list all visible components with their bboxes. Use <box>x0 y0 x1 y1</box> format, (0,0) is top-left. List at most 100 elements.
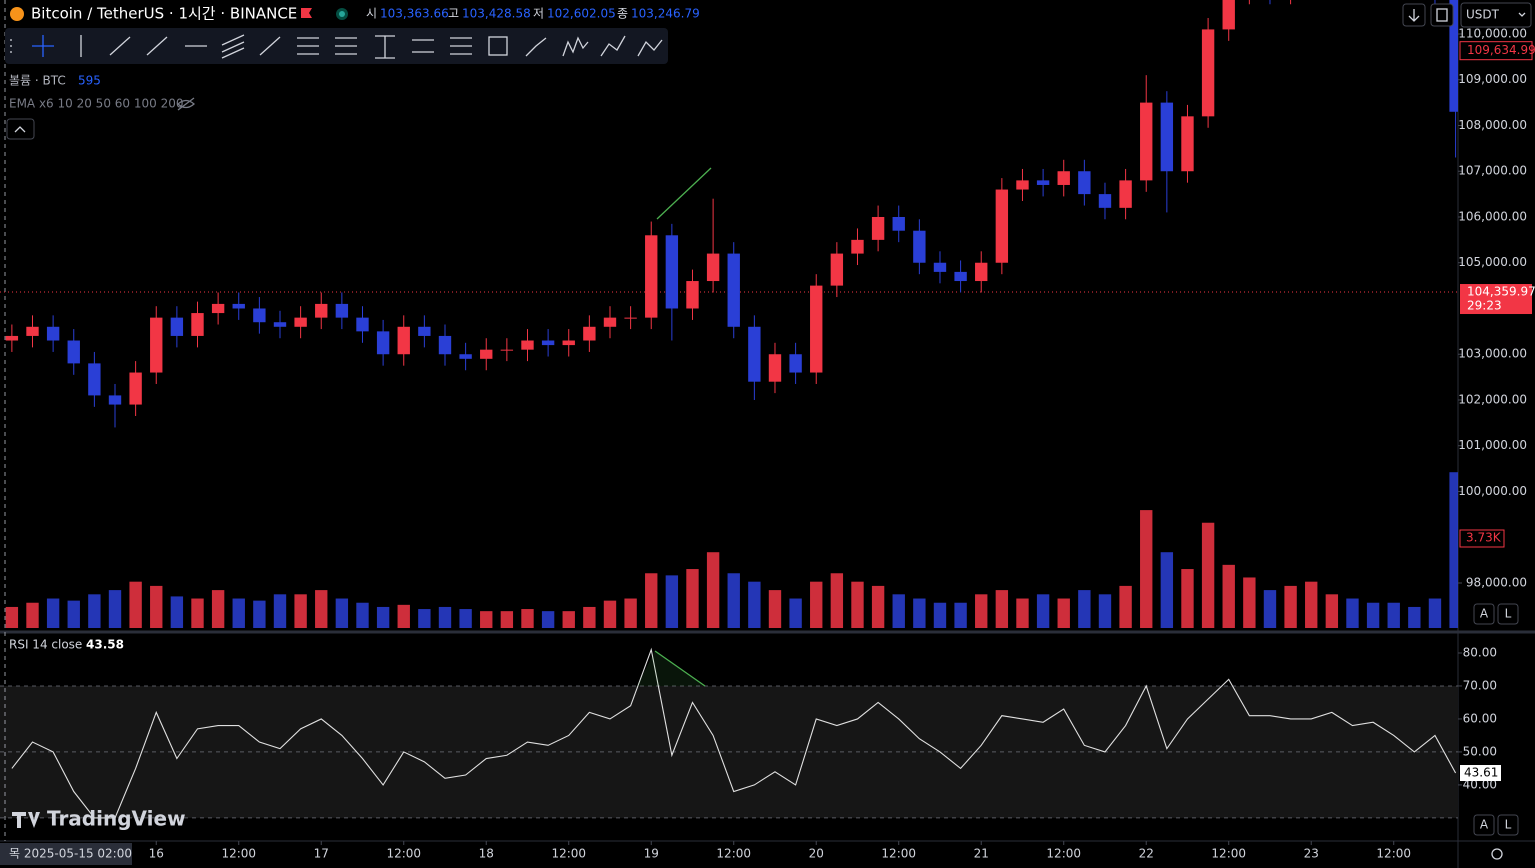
log-button[interactable] <box>1497 814 1519 836</box>
channel-tool[interactable] <box>221 34 245 59</box>
candle-body <box>706 253 720 282</box>
candle-body <box>727 253 740 327</box>
last-price-label: 104,359.97 <box>1467 285 1535 299</box>
brush-tool[interactable] <box>525 37 547 57</box>
candle-body <box>789 354 802 373</box>
candle-body <box>500 349 514 351</box>
volume-bar <box>273 594 287 628</box>
crosshair-tool[interactable] <box>32 35 54 57</box>
gann-tool[interactable] <box>450 37 472 55</box>
currency-button[interactable] <box>1460 2 1532 28</box>
volume-bar <box>665 575 679 628</box>
volume-bar <box>108 590 122 628</box>
x-tick-label: 12:00 <box>386 847 421 861</box>
candle-body <box>583 326 596 341</box>
hide-icon[interactable] <box>177 97 195 111</box>
abcd-tool[interactable] <box>637 39 663 57</box>
volume-bar <box>253 600 266 628</box>
ohlc-name: 종 <box>617 7 628 21</box>
settings-icon[interactable] <box>1491 848 1503 860</box>
candle-body <box>418 326 431 336</box>
candle-body <box>975 262 988 282</box>
volume-bar <box>1098 594 1112 628</box>
y-tick-label: 100,000.00 <box>1458 484 1527 498</box>
crosshair-label-box <box>0 843 132 865</box>
volume-bar <box>150 585 163 628</box>
ray-tool[interactable] <box>146 36 168 56</box>
volume-bar <box>232 598 245 628</box>
candle-body <box>232 303 245 309</box>
brand[interactable]: TradingView <box>47 807 186 831</box>
chart-title[interactable]: Bitcoin / TetherUS · 1시간 · BINANCE <box>31 5 297 23</box>
y-tick-label: 109,000.00 <box>1458 72 1527 86</box>
reset-button[interactable] <box>1430 3 1454 27</box>
trend-line[interactable] <box>654 650 706 687</box>
toolbar-handle[interactable] <box>10 39 12 53</box>
candle-body <box>810 285 823 373</box>
volume-bar <box>1366 602 1380 628</box>
candle-body <box>686 281 699 309</box>
fib-ext-tool[interactable] <box>335 37 357 55</box>
auto-button[interactable] <box>1473 603 1495 625</box>
y-tick-label: 105,000.00 <box>1458 255 1527 269</box>
candle-body <box>150 317 163 373</box>
volume-bar <box>871 585 885 628</box>
candle-body <box>665 235 679 309</box>
volume-bar <box>1449 472 1458 628</box>
candle-body <box>294 317 307 327</box>
volume-bar <box>583 606 596 628</box>
volume-bar <box>1140 510 1153 628</box>
x-tick-label: 12:00 <box>1376 847 1411 861</box>
range-tool[interactable] <box>412 39 434 53</box>
candle-body <box>438 335 452 355</box>
trend-line[interactable] <box>656 167 712 220</box>
volume-bar <box>686 569 699 628</box>
log-label: L <box>1505 607 1512 621</box>
log-label: L <box>1505 818 1512 832</box>
volume-bar <box>397 604 410 628</box>
log-button[interactable] <box>1497 603 1519 625</box>
x-tick-label: 12:00 <box>551 847 586 861</box>
y-tick-label: 102,000.00 <box>1458 392 1527 406</box>
y-tick-label: 98,000.00 <box>1466 575 1527 589</box>
ohlc-name: 시 <box>366 7 377 21</box>
volume-bar <box>480 611 493 628</box>
volume-bar <box>1036 594 1050 628</box>
fib-tool[interactable] <box>297 37 319 55</box>
volume-bar <box>975 594 988 628</box>
volume-bar <box>1119 585 1132 628</box>
elliott-tool[interactable] <box>600 35 626 57</box>
rect-tool[interactable] <box>488 36 508 56</box>
candle-body <box>459 354 472 359</box>
measure-tool[interactable] <box>375 35 395 59</box>
candle-body <box>376 331 390 355</box>
volume-bar <box>1325 594 1339 628</box>
candle-body <box>645 235 658 318</box>
rsi-value: 43.58 <box>86 638 124 652</box>
info-tool[interactable] <box>259 36 281 56</box>
rsi-title: RSI 14 close <box>9 638 82 652</box>
ohlc-value: 103,246.79 <box>631 7 700 21</box>
pattern-tool[interactable] <box>562 36 589 57</box>
rsi-tick-label: 70.00 <box>1463 678 1497 692</box>
flag-icon[interactable] <box>301 8 312 18</box>
volume-bar <box>789 598 802 628</box>
volume-label-box <box>1459 529 1505 548</box>
auto-label: A <box>1480 607 1489 621</box>
volume-bar <box>46 598 60 628</box>
candle-body <box>356 317 369 332</box>
volume-bar <box>170 596 184 628</box>
volume-bar <box>26 602 39 628</box>
volume-bar <box>1222 564 1235 628</box>
marker-price-box <box>1459 41 1533 61</box>
auto-button[interactable] <box>1473 814 1495 836</box>
trend-tool[interactable] <box>109 36 131 56</box>
candle-body <box>933 262 947 272</box>
volume-bar <box>706 552 720 628</box>
x-tick-label: 18 <box>479 847 494 861</box>
candle-body <box>5 335 19 341</box>
collapse-button[interactable] <box>6 118 35 140</box>
x-tick-label: 23 <box>1304 847 1319 861</box>
x-tick-label: 22 <box>1139 847 1154 861</box>
